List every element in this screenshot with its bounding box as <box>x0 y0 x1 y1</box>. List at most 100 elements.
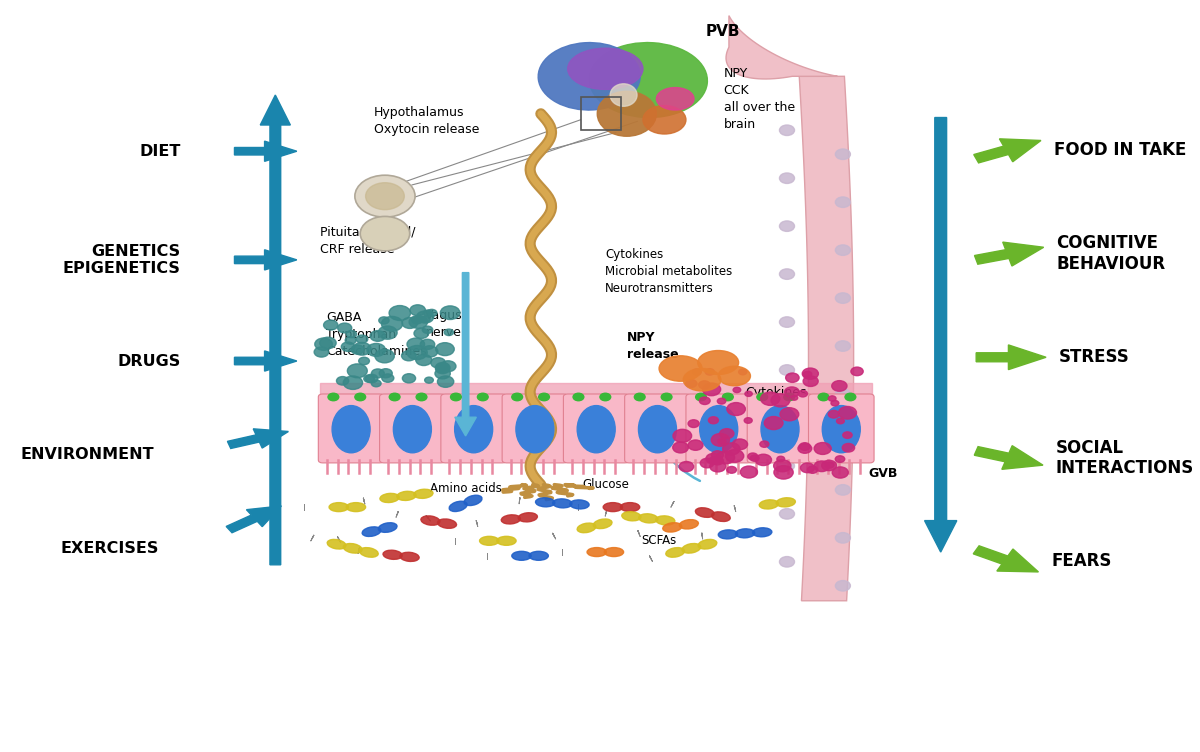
Circle shape <box>673 429 691 442</box>
Ellipse shape <box>449 502 467 511</box>
Circle shape <box>416 311 433 323</box>
Text: SOCIAL
INTERACTIONS: SOCIAL INTERACTIONS <box>1056 438 1194 478</box>
Circle shape <box>826 462 834 468</box>
Ellipse shape <box>502 515 521 524</box>
Ellipse shape <box>394 405 431 453</box>
Polygon shape <box>455 273 476 436</box>
Circle shape <box>803 376 818 387</box>
Circle shape <box>835 484 851 495</box>
Ellipse shape <box>683 368 721 391</box>
Ellipse shape <box>700 405 738 453</box>
Circle shape <box>772 394 790 407</box>
Circle shape <box>718 399 726 404</box>
Text: PYY
CCK: PYY CCK <box>788 423 814 453</box>
Ellipse shape <box>622 511 641 521</box>
Circle shape <box>367 344 385 356</box>
Text: COGNITIVE
BEHAVIOUR: COGNITIVE BEHAVIOUR <box>1056 234 1165 273</box>
Circle shape <box>780 221 794 232</box>
Circle shape <box>740 466 757 478</box>
Circle shape <box>835 437 851 447</box>
Ellipse shape <box>659 356 702 381</box>
Circle shape <box>444 329 454 335</box>
Ellipse shape <box>397 491 416 500</box>
Circle shape <box>440 361 456 371</box>
PathPatch shape <box>799 76 853 601</box>
Circle shape <box>421 346 438 357</box>
Ellipse shape <box>610 83 637 106</box>
Ellipse shape <box>568 48 643 89</box>
Text: DIET: DIET <box>139 144 181 159</box>
Circle shape <box>780 408 799 421</box>
Circle shape <box>799 443 810 450</box>
Circle shape <box>709 461 726 472</box>
Ellipse shape <box>662 523 682 532</box>
Circle shape <box>814 461 829 472</box>
Circle shape <box>755 454 772 465</box>
Ellipse shape <box>598 91 656 136</box>
Circle shape <box>382 317 403 331</box>
Circle shape <box>712 457 724 465</box>
Circle shape <box>744 417 752 423</box>
Circle shape <box>764 417 784 429</box>
Circle shape <box>706 368 714 375</box>
Circle shape <box>835 389 851 399</box>
Circle shape <box>422 326 433 333</box>
Circle shape <box>360 217 409 251</box>
Circle shape <box>346 337 356 344</box>
Circle shape <box>822 460 836 471</box>
Ellipse shape <box>455 405 493 453</box>
Circle shape <box>416 393 427 401</box>
Text: Vagus
nerve: Vagus nerve <box>425 308 463 338</box>
Circle shape <box>355 175 415 217</box>
Circle shape <box>701 458 714 468</box>
Ellipse shape <box>589 43 708 117</box>
Ellipse shape <box>638 405 677 453</box>
Circle shape <box>727 466 737 473</box>
Circle shape <box>512 393 522 401</box>
Circle shape <box>420 339 434 350</box>
Circle shape <box>814 442 832 454</box>
Ellipse shape <box>760 500 779 509</box>
Circle shape <box>438 376 454 387</box>
Ellipse shape <box>822 405 860 453</box>
Ellipse shape <box>761 405 799 453</box>
Circle shape <box>424 310 432 317</box>
Circle shape <box>679 462 694 472</box>
Ellipse shape <box>697 350 739 374</box>
Circle shape <box>337 323 352 333</box>
Circle shape <box>478 393 488 401</box>
Circle shape <box>839 407 857 419</box>
FancyBboxPatch shape <box>379 394 445 463</box>
Ellipse shape <box>577 523 596 532</box>
Circle shape <box>427 309 437 317</box>
Circle shape <box>761 392 780 405</box>
Ellipse shape <box>343 544 362 553</box>
Text: SCFAs: SCFAs <box>642 535 677 547</box>
Circle shape <box>716 451 734 464</box>
Circle shape <box>833 467 848 478</box>
Polygon shape <box>234 250 296 270</box>
Polygon shape <box>973 546 1038 572</box>
Circle shape <box>808 466 817 473</box>
Polygon shape <box>226 506 281 532</box>
Ellipse shape <box>643 105 686 134</box>
Circle shape <box>415 354 432 365</box>
Circle shape <box>661 393 672 401</box>
Circle shape <box>835 197 851 208</box>
Circle shape <box>780 556 794 567</box>
FancyBboxPatch shape <box>440 394 506 463</box>
Circle shape <box>835 456 845 462</box>
Polygon shape <box>974 242 1044 266</box>
Polygon shape <box>976 345 1046 370</box>
Circle shape <box>706 453 721 464</box>
Bar <box>581 97 622 130</box>
Circle shape <box>786 373 799 383</box>
Circle shape <box>722 393 733 401</box>
Circle shape <box>412 317 422 324</box>
Ellipse shape <box>776 498 796 507</box>
Circle shape <box>407 338 425 350</box>
Circle shape <box>409 316 427 329</box>
Circle shape <box>757 393 768 401</box>
Text: ENVIRONMENT: ENVIRONMENT <box>20 447 154 462</box>
Polygon shape <box>973 139 1040 163</box>
